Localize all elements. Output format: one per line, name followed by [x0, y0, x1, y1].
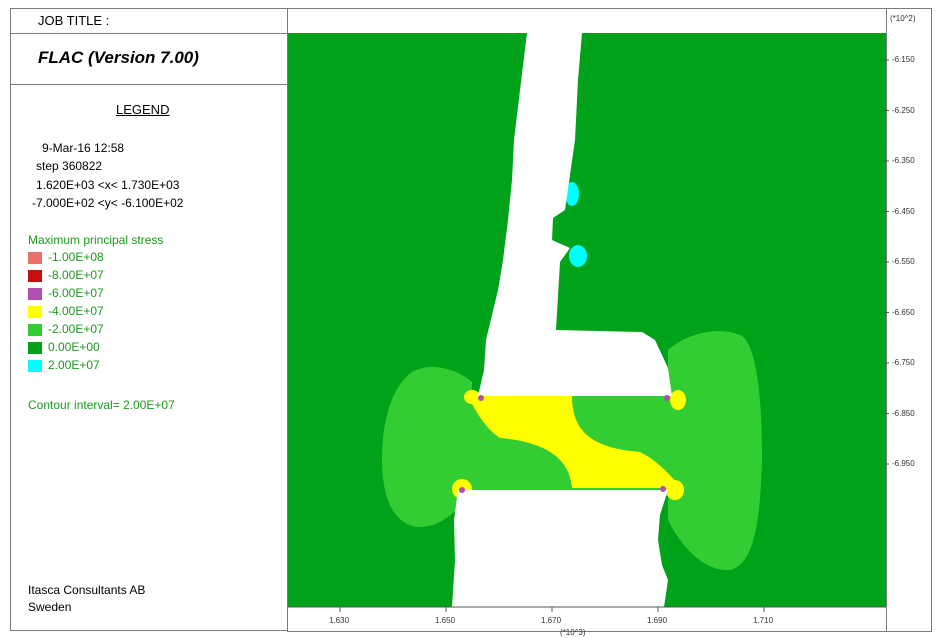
yellow-corner-upper-right — [670, 390, 686, 410]
legend-item-label: 2.00E+07 — [48, 358, 100, 372]
legend-item-label: -8.00E+07 — [48, 268, 104, 282]
contour-title: Maximum principal stress — [28, 233, 164, 247]
job-title-label: JOB TITLE : — [38, 13, 110, 28]
y-tick-label: -6.550 — [892, 257, 915, 266]
left-light-green-zone — [382, 367, 472, 528]
legend-date: 9-Mar-16 12:58 — [42, 141, 125, 155]
yellow-pillar-zone — [468, 396, 682, 488]
cyan-patch-upper — [565, 182, 579, 206]
legend-item-label: -4.00E+07 — [48, 304, 104, 318]
cyan-patch-lower — [569, 245, 587, 267]
y-tick-label: -6.850 — [892, 408, 915, 418]
yellow-corner-upper-left — [464, 390, 480, 404]
legend-x-range: 1.620E+03 <x< 1.730E+03 — [36, 178, 180, 192]
y-tick-label: -6.450 — [892, 206, 915, 216]
x-tick-marks — [339, 607, 765, 612]
company-line1: Itasca Consultants AB — [28, 583, 146, 597]
lower-opening — [452, 490, 668, 607]
legend-y-range: -7.000E+02 <y< -6.100E+02 — [32, 196, 184, 210]
legend-item-label: -6.00E+07 — [48, 286, 104, 300]
legend-heading: LEGEND — [116, 102, 170, 117]
legend-item-label: 0.00E+00 — [48, 340, 100, 354]
right-light-green-zone — [668, 331, 762, 571]
legend-swatch — [28, 306, 42, 318]
y-axis-multiplier: (*10^2) — [890, 14, 916, 23]
legend-item-label: -2.00E+07 — [48, 322, 104, 336]
x-axis-multiplier: (*10^3) — [560, 628, 586, 637]
company-line2: Sweden — [28, 600, 72, 614]
magenta-corner-ur — [664, 395, 670, 401]
y-tick-label: -6.150 — [892, 55, 915, 64]
legend-swatch — [28, 288, 42, 300]
legend-swatch — [28, 360, 42, 372]
y-tick-marks — [883, 59, 889, 465]
x-tick-label: 1.670 — [541, 616, 562, 625]
yellow-corner-lower-right — [666, 480, 684, 500]
magenta-corner-ll — [459, 487, 465, 493]
y-tick-label: -6.350 — [892, 156, 915, 165]
y-tick-label: -6.650 — [892, 307, 915, 317]
y-tick-label: -6.950 — [892, 459, 915, 468]
contour-interval: Contour interval= 2.00E+07 — [28, 398, 175, 412]
magenta-corner-lr — [660, 486, 666, 492]
legend-swatch — [28, 252, 42, 264]
legend-swatch — [28, 270, 42, 282]
program-title: FLAC (Version 7.00) — [38, 48, 199, 67]
x-tick-label: 1.630 — [329, 616, 350, 625]
legend-swatch — [28, 324, 42, 336]
legend-item-label: -1.00E+08 — [48, 250, 104, 264]
upper-opening — [478, 33, 672, 396]
x-tick-label: 1.650 — [435, 616, 456, 625]
legend-step: step 360822 — [36, 159, 103, 173]
y-tick-label: -6.750 — [892, 358, 915, 367]
y-tick-label: -6.250 — [892, 105, 915, 115]
legend-swatch — [28, 342, 42, 354]
x-tick-label: 1.710 — [753, 616, 774, 625]
x-tick-label: 1.690 — [647, 616, 668, 625]
magenta-corner-ul — [478, 395, 484, 401]
right-axis-frame — [886, 8, 932, 632]
